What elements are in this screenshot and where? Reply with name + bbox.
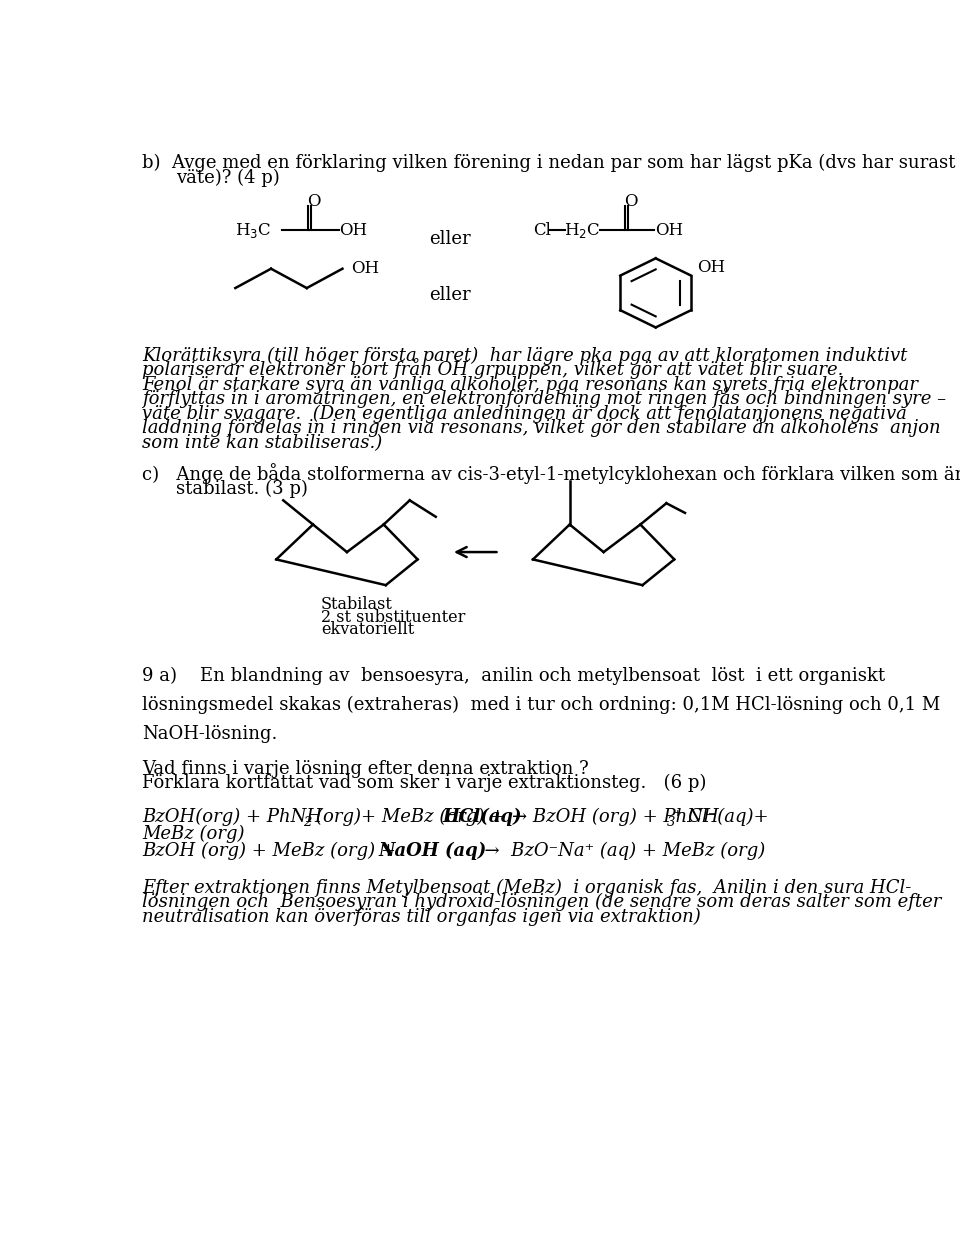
Text: OH: OH xyxy=(655,221,684,239)
Text: H$_2$C: H$_2$C xyxy=(564,221,600,240)
Text: Stabilast: Stabilast xyxy=(321,597,393,613)
Text: O: O xyxy=(307,192,321,210)
Text: H$_3$C: H$_3$C xyxy=(235,221,272,240)
Text: eller: eller xyxy=(429,285,470,304)
Text: →  BzO⁻Na⁺ (aq) + MeBz (org): → BzO⁻Na⁺ (aq) + MeBz (org) xyxy=(473,842,766,860)
Text: MeBz (org): MeBz (org) xyxy=(142,825,245,843)
Text: Klorättiksyra (till höger första paret)  har lägre pka pga av att kloratomen ind: Klorättiksyra (till höger första paret) … xyxy=(142,347,908,364)
Text: OH: OH xyxy=(697,260,725,276)
Text: Förklara kortfattat vad som sker i varje extraktionsteg.   (6 p): Förklara kortfattat vad som sker i varje… xyxy=(142,774,707,793)
Text: som inte kan stabiliseras.): som inte kan stabiliseras.) xyxy=(142,433,383,452)
Text: lösningsmedel skakas (extraheras)  med i tur och ordning: 0,1M HCl-lösning och 0: lösningsmedel skakas (extraheras) med i … xyxy=(142,696,941,713)
Text: väte blir svagare.  (Den egentliga anledningen är dock att fenolatanjonens negat: väte blir svagare. (Den egentliga anledn… xyxy=(142,404,907,422)
Text: neutralisation kan överföras till organfas igen via extraktion): neutralisation kan överföras till organf… xyxy=(142,907,701,926)
Text: c)   Ange de båda stolformerna av cis-3-etyl-1-metylcyklohexan och förklara vilk: c) Ange de båda stolformerna av cis-3-et… xyxy=(142,462,960,484)
Text: Efter extraktionen finns Metylbensoat (MeBz)  i organisk fas,  Anilin i den sura: Efter extraktionen finns Metylbensoat (M… xyxy=(142,878,912,897)
Text: → BzOH (org) + PhNH: → BzOH (org) + PhNH xyxy=(512,808,719,826)
Text: NaOH (aq): NaOH (aq) xyxy=(379,842,487,860)
Text: ⁺ Cl⁻(aq)+: ⁺ Cl⁻(aq)+ xyxy=(673,808,768,826)
Text: 2: 2 xyxy=(303,815,312,829)
Text: b)  Avge med en förklaring vilken förening i nedan par som har lägst pKa (dvs ha: b) Avge med en förklaring vilken förenin… xyxy=(142,154,956,172)
Text: lösningen och  Bensoesyran i hydroxid-lösningen (de senare som deras salter som : lösningen och Bensoesyran i hydroxid-lös… xyxy=(142,893,942,911)
Text: 3: 3 xyxy=(666,815,675,829)
Text: 9 a)    En blandning av  bensoesyra,  anilin och metylbensoat  löst  i ett organ: 9 a) En blandning av bensoesyra, anilin … xyxy=(142,667,885,685)
Text: (org)+ MeBz (org) +: (org)+ MeBz (org) + xyxy=(316,808,511,826)
Text: Fenol är starkare syra än vanliga alkoholer, pga resonans kan syrets fria elektr: Fenol är starkare syra än vanliga alkoho… xyxy=(142,376,919,393)
Text: Cl: Cl xyxy=(533,221,551,239)
Text: stabilast. (3 p): stabilast. (3 p) xyxy=(176,480,307,499)
Text: OH: OH xyxy=(340,221,368,239)
Text: polariserar elektroner bort från OH grpuppen, vilket gör att vätet blir suare.: polariserar elektroner bort från OH grpu… xyxy=(142,358,844,379)
Text: BzOH (org) + MeBz (org) +: BzOH (org) + MeBz (org) + xyxy=(142,842,402,860)
Text: OH: OH xyxy=(351,260,379,278)
Text: ekvatoriellt: ekvatoriellt xyxy=(321,622,414,638)
Text: väte)? (4 p): väte)? (4 p) xyxy=(176,168,279,187)
Text: eller: eller xyxy=(429,230,470,247)
Text: O: O xyxy=(624,192,638,210)
Text: NaOH-lösning.: NaOH-lösning. xyxy=(142,725,277,742)
Text: HCl(aq): HCl(aq) xyxy=(443,808,522,826)
Text: Vad finns i varje lösning efter denna extraktion ?: Vad finns i varje lösning efter denna ex… xyxy=(142,760,589,777)
Text: laddning fördelas in i ringen via resonans, vilket gör den stabilare än alkohole: laddning fördelas in i ringen via resona… xyxy=(142,420,941,437)
Text: 2 st substituenter: 2 st substituenter xyxy=(321,609,466,625)
Text: förflyttas in i aromatringen, en elektronfördelning mot ringen fås och bindninge: förflyttas in i aromatringen, en elektro… xyxy=(142,387,947,408)
Text: BzOH(org) + PhNH: BzOH(org) + PhNH xyxy=(142,808,323,826)
